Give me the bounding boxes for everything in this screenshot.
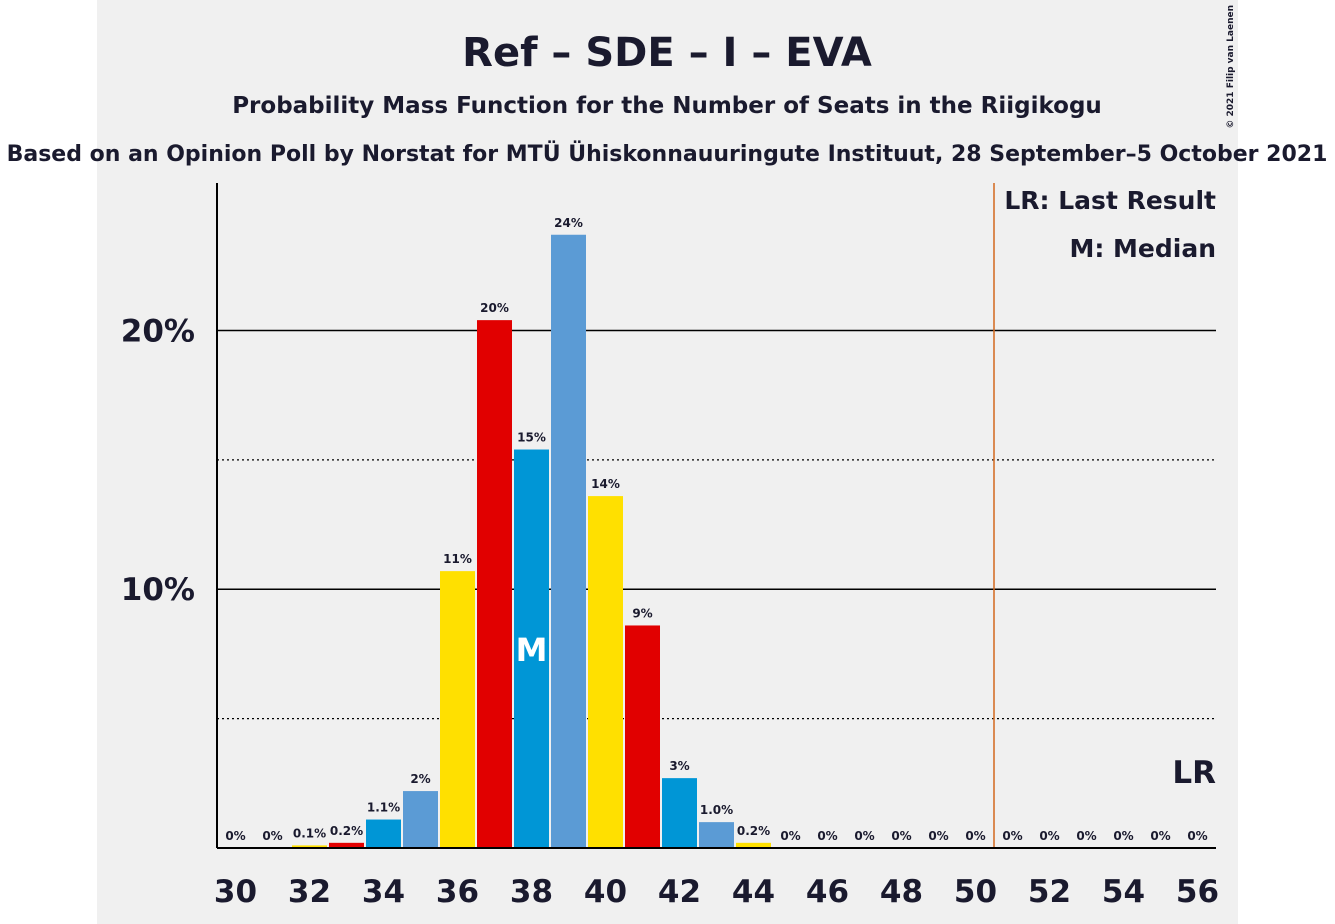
legend-entry: LR: Last Result xyxy=(1004,186,1216,215)
median-marker: M xyxy=(516,631,548,669)
value-label: 15% xyxy=(517,431,546,445)
value-label: 1.1% xyxy=(367,801,400,815)
value-label: 0% xyxy=(965,829,985,843)
value-label: 0% xyxy=(225,829,245,843)
value-label: 0% xyxy=(1150,829,1170,843)
y-tick-label: 10% xyxy=(121,572,195,608)
value-label: 14% xyxy=(591,477,620,491)
bar xyxy=(736,842,771,848)
x-tick-label: 30 xyxy=(214,874,257,910)
x-tick-label: 46 xyxy=(806,874,849,910)
last-result-label: LR xyxy=(1172,755,1216,791)
value-label: 0% xyxy=(1113,829,1133,843)
x-tick-label: 40 xyxy=(584,874,627,910)
y-tick-label: 20% xyxy=(121,313,195,349)
bar xyxy=(551,234,586,848)
bar xyxy=(699,822,734,848)
value-label: 0% xyxy=(1187,829,1207,843)
bar xyxy=(440,571,475,848)
value-label: 3% xyxy=(669,759,689,773)
bar xyxy=(329,842,364,848)
legend-entry: M: Median xyxy=(1069,234,1216,263)
copyright: © 2021 Filip van Laenen xyxy=(1226,5,1236,129)
bar xyxy=(366,819,401,848)
x-tick-label: 36 xyxy=(436,874,479,910)
value-label: 0.2% xyxy=(330,824,363,838)
bar xyxy=(403,791,438,848)
value-label: 2% xyxy=(410,772,430,786)
value-label: 0% xyxy=(1002,829,1022,843)
value-label: 0.2% xyxy=(737,824,770,838)
value-label: 9% xyxy=(632,606,652,620)
x-tick-label: 42 xyxy=(658,874,701,910)
value-label: 0% xyxy=(891,829,911,843)
plot-background xyxy=(97,0,1238,924)
value-label: 0% xyxy=(780,829,800,843)
bar xyxy=(514,449,549,848)
bar xyxy=(477,320,512,848)
value-label: 0% xyxy=(928,829,948,843)
x-tick-label: 48 xyxy=(880,874,923,910)
bar xyxy=(625,625,660,848)
x-tick-label: 38 xyxy=(510,874,553,910)
value-label: 0% xyxy=(1039,829,1059,843)
x-tick-label: 52 xyxy=(1028,874,1071,910)
value-label: 24% xyxy=(554,216,583,230)
value-label: 0% xyxy=(817,829,837,843)
x-tick-label: 34 xyxy=(362,874,405,910)
chart-subtitle: Probability Mass Function for the Number… xyxy=(232,93,1102,119)
value-label: 1.0% xyxy=(700,803,733,817)
value-label: 20% xyxy=(480,301,509,315)
value-label: 0.1% xyxy=(293,826,326,840)
value-label: 0% xyxy=(854,829,874,843)
x-tick-label: 54 xyxy=(1102,874,1145,910)
bar xyxy=(662,778,697,848)
x-tick-label: 32 xyxy=(288,874,331,910)
chart-title: Ref – SDE – I – EVA xyxy=(462,30,872,76)
bar xyxy=(292,845,327,848)
value-label: 0% xyxy=(1076,829,1096,843)
x-tick-label: 56 xyxy=(1176,874,1219,910)
value-label: 0% xyxy=(262,829,282,843)
chart-source: Based on an Opinion Poll by Norstat for … xyxy=(7,141,1328,167)
x-tick-label: 44 xyxy=(732,874,775,910)
bar xyxy=(588,496,623,848)
x-tick-label: 50 xyxy=(954,874,997,910)
value-label: 11% xyxy=(443,552,472,566)
